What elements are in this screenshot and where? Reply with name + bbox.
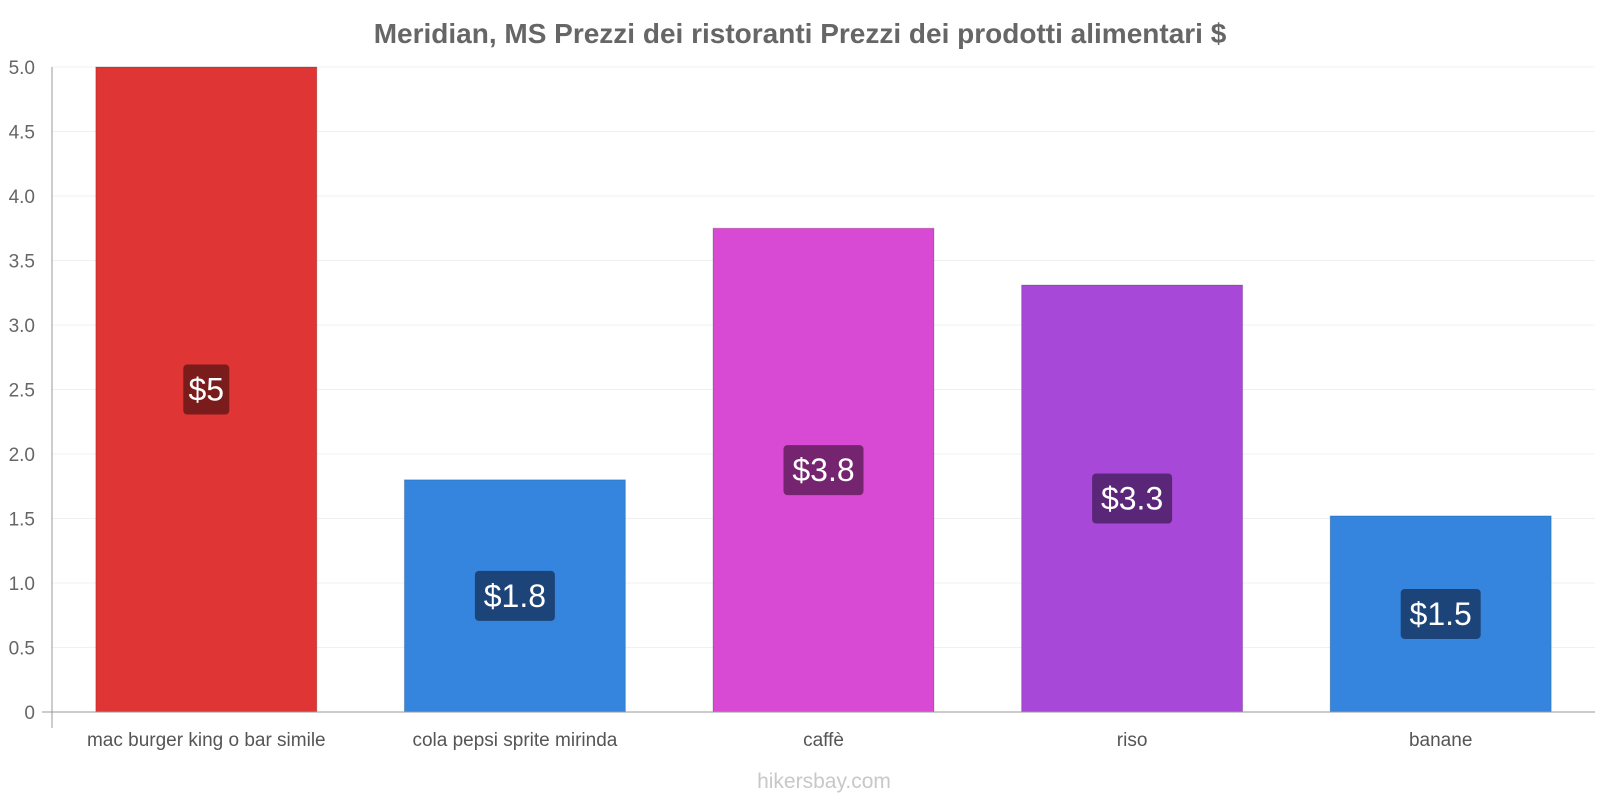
- data-label: $1.8: [484, 578, 546, 614]
- footer-watermark: hikersbay.com: [757, 770, 891, 793]
- x-tick-label: riso: [1117, 730, 1148, 751]
- y-tick-label: 0: [24, 703, 35, 724]
- y-tick-label: 2.5: [9, 381, 35, 402]
- data-label-box: [474, 570, 555, 621]
- y-tick-label: 4.5: [9, 123, 35, 144]
- x-tick-label: mac burger king o bar simile: [87, 730, 326, 751]
- y-tick-label: 4.0: [9, 187, 35, 208]
- y-tick-label: 1.0: [9, 574, 35, 595]
- data-label: $5: [189, 372, 225, 408]
- y-axis: 0 0.5 1.0 1.5 2.0 2.5 3.0 3.5 4.0 4.5 5.0: [9, 58, 53, 728]
- chart-title: Meridian, MS Prezzi dei ristoranti Prezz…: [374, 18, 1227, 49]
- y-tick-label: 2.0: [9, 445, 35, 466]
- data-label: $3.8: [792, 452, 854, 488]
- x-tick-label: caffè: [803, 730, 844, 751]
- data-label-box: [183, 364, 230, 415]
- y-tick-label: 3.0: [9, 316, 35, 337]
- data-label: $3.3: [1101, 481, 1163, 517]
- y-tick-label: 5.0: [9, 58, 35, 79]
- y-tick-label: 3.5: [9, 252, 35, 273]
- x-tick-label: cola pepsi sprite mirinda: [412, 730, 617, 751]
- data-label: $1.5: [1410, 596, 1472, 632]
- x-tick-label: banane: [1409, 730, 1472, 751]
- y-tick-label: 1.5: [9, 510, 35, 531]
- data-label-box: [1092, 473, 1173, 524]
- x-axis: mac burger king o bar simile cola pepsi s…: [42, 711, 1595, 751]
- data-label-box: [1400, 588, 1481, 639]
- bars: $5 $1.8 $3.8 $3.3 $1.5: [95, 66, 1552, 713]
- y-tick-label: 0.5: [9, 639, 35, 660]
- data-label-box: [783, 445, 864, 496]
